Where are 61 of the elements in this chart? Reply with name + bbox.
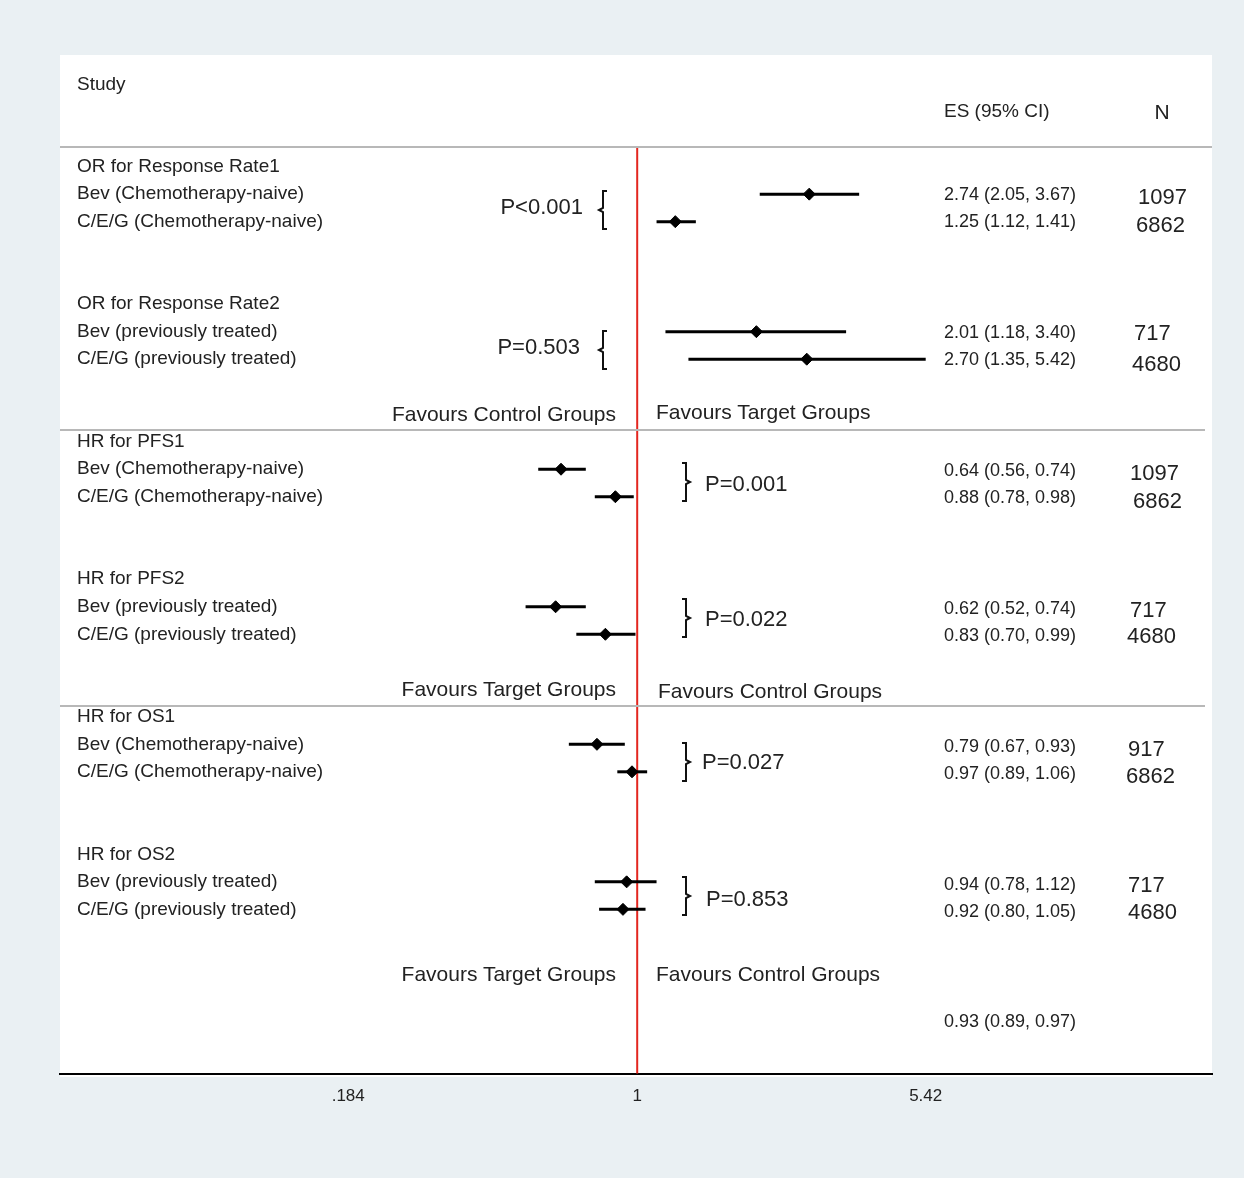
annotation: 917 [1128,736,1165,762]
y-tick-label: Bev (previously treated) [77,870,278,892]
annotation: 0.93 (0.89, 0.97) [944,1010,1077,1031]
annotation: 0.94 (0.78, 1.12) [944,873,1077,894]
y-tick-label: Bev (Chemotherapy-naive) [77,732,305,754]
annotation: Favours Target Groups [401,961,616,985]
annotation: Favours Target Groups [656,399,871,423]
annotation: Favours Target Groups [401,676,616,700]
annotation: 2.01 (1.18, 3.40) [944,321,1077,342]
y-tick-label: C/E/G (previously treated) [77,897,297,919]
annotation: 1.25 (1.12, 1.41) [944,211,1077,232]
annotation: 0.88 (0.78, 0.98) [944,487,1077,508]
annotation: 717 [1128,872,1165,898]
y-tick-label: Bev (Chemotherapy-naive) [77,457,305,479]
annotation: 0.62 (0.52, 0.74) [944,597,1077,618]
annotation: 4680 [1128,899,1177,925]
annotation: P<0.001 [500,194,583,220]
y-tick-label: C/E/G (Chemotherapy-naive) [77,760,324,782]
annotation: 6862 [1126,763,1175,789]
annotation: Favours Control Groups [658,678,883,702]
y-tick-label: C/E/G (previously treated) [77,622,297,644]
y-tick-label: OR for Response Rate1 [77,154,280,176]
annotation: 1097 [1130,460,1179,486]
annotation: 0.92 (0.80, 1.05) [944,901,1077,922]
y-tick-label: Bev (Chemotherapy-naive) [77,182,305,204]
annotation: Favours Control Groups [656,961,881,985]
annotation: 0.64 (0.56, 0.74) [944,459,1077,480]
y-tick-label: HR for OS1 [77,705,176,727]
y-tick-label: C/E/G (previously treated) [77,347,297,369]
y-tick-label: Bev (previously treated) [77,594,278,616]
y-tick-label: C/E/G (Chemotherapy-naive) [77,484,324,506]
annotation: 0.83 (0.70, 0.99) [944,625,1077,646]
annotation: P=0.022 [705,606,788,632]
annotation: 2.74 (2.05, 3.67) [944,183,1077,204]
y-tick-label: OR for Response Rate2 [77,292,280,314]
x-tick-label: 5.42 [909,1086,943,1106]
annotation: 2.70 (1.35, 5.42) [944,349,1077,370]
annotation: P=0.503 [497,334,580,360]
annotation: 0.97 (0.89, 1.06) [944,763,1077,784]
annotation: 0.79 (0.67, 0.93) [944,735,1077,756]
annotation: 717 [1134,320,1171,346]
text: N [1154,99,1170,123]
y-tick-label: Bev (previously treated) [77,319,278,341]
y-tick-label: C/E/G (Chemotherapy-naive) [77,209,324,231]
annotation: Favours Control Groups [391,401,616,425]
annotation: P=0.001 [705,471,788,497]
text: ES (95% CI) [944,100,1050,122]
annotation: P=0.027 [702,749,785,775]
annotation: P=0.853 [706,886,789,912]
y-tick-label: HR for PFS1 [77,429,185,451]
annotation: 1097 [1138,184,1187,210]
y-tick-label: HR for PFS2 [77,567,185,589]
y-tick-label: HR for OS2 [77,842,176,864]
annotation: 6862 [1133,488,1182,514]
annotation: 4680 [1132,351,1181,377]
x-tick-label: 1 [632,1086,642,1106]
x-tick-label: .184 [331,1086,365,1106]
text: Study [77,73,127,95]
annotation: 717 [1130,597,1167,623]
annotation: 6862 [1136,212,1185,238]
annotation: 4680 [1127,623,1176,649]
